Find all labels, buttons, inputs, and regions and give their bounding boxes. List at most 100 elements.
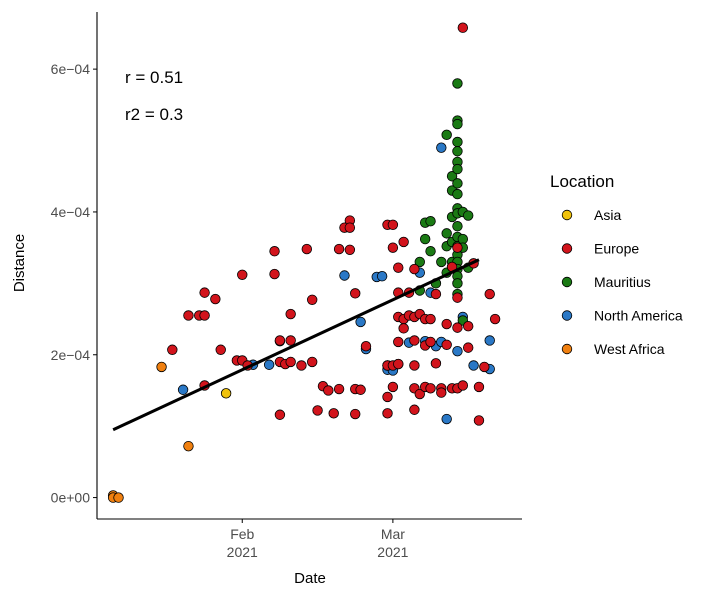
data-point [414, 256, 425, 268]
y-tick-label: 0e+00 [51, 490, 91, 506]
data-point [306, 356, 318, 368]
data-point [425, 246, 436, 257]
data-point [441, 318, 452, 330]
data-point [382, 408, 393, 419]
data-point [452, 163, 463, 175]
data-point [452, 118, 463, 130]
series-asia [220, 388, 232, 399]
legend-key [561, 276, 573, 288]
data-point [452, 345, 463, 357]
data-point [473, 415, 485, 426]
trend-line [112, 258, 480, 432]
axes-layer [96, 12, 522, 520]
data-point [387, 219, 399, 230]
data-point [452, 146, 463, 157]
annotation-r2: r2 = 0.3 [125, 105, 183, 124]
data-point [452, 242, 463, 253]
data-point [393, 262, 404, 273]
data-point [306, 294, 318, 305]
data-point [425, 336, 436, 348]
data-point [274, 335, 286, 346]
y-axis-title: Distance [11, 234, 28, 292]
legend-label: Europe [594, 241, 639, 257]
data-point [350, 408, 361, 420]
data-point [409, 335, 420, 346]
data-point [457, 233, 469, 245]
data-point [360, 340, 372, 352]
data-point [355, 316, 366, 328]
data-point [436, 256, 447, 268]
data-point [183, 440, 194, 452]
points-layer [107, 22, 501, 503]
data-point [177, 384, 189, 395]
data-point [473, 381, 485, 393]
data-point [441, 413, 452, 425]
data-point [387, 381, 399, 393]
data-point [419, 233, 431, 245]
data-point [398, 236, 409, 248]
data-point [484, 335, 495, 346]
data-point [312, 405, 323, 416]
data-point [452, 136, 463, 148]
data-point [263, 359, 275, 370]
data-point [409, 404, 420, 415]
x-axis-title: Date [294, 570, 326, 587]
x-tick-label: Feb [230, 526, 254, 542]
data-point [430, 288, 442, 300]
data-point [398, 323, 409, 334]
data-point [479, 361, 490, 373]
data-point [333, 383, 345, 395]
series-europe [167, 22, 501, 426]
data-point [113, 492, 124, 503]
data-point [489, 313, 501, 325]
legend: Location Asia Europe Mauritius North Americ… [550, 172, 683, 357]
data-point [441, 339, 452, 350]
data-point [301, 243, 313, 255]
legend-label: Asia [594, 207, 621, 223]
series-west-africa [107, 361, 194, 503]
legend-key [561, 343, 573, 355]
data-point [452, 292, 463, 303]
data-point [484, 288, 495, 300]
data-point [393, 336, 404, 348]
data-point [237, 269, 248, 280]
data-point [441, 129, 452, 141]
data-point [274, 409, 286, 420]
y-tick-label: 6e−04 [51, 61, 91, 77]
legend-label: Mauritius [594, 274, 651, 290]
data-point [167, 344, 178, 355]
data-point [220, 388, 232, 399]
ticks-layer: 0e+00 2e−04 4e−04 6e−04 Feb 2021 Mar 2021 [51, 61, 409, 560]
data-point [436, 387, 447, 398]
data-point [393, 358, 404, 370]
annotation-r: r = 0.51 [125, 68, 183, 87]
data-point [215, 344, 226, 355]
data-point [463, 342, 474, 353]
data-point [199, 310, 210, 321]
x-tick-label-year: 2021 [227, 544, 258, 560]
data-point [463, 320, 474, 332]
data-point [457, 380, 469, 391]
data-point [452, 278, 463, 289]
legend-key [561, 209, 573, 221]
data-point [296, 360, 307, 371]
data-point [339, 270, 350, 281]
data-point [452, 221, 463, 232]
data-point [463, 210, 474, 221]
data-point [269, 268, 280, 280]
data-point [323, 385, 334, 396]
legend-label: West Africa [594, 341, 665, 357]
legend-label: North America [594, 308, 683, 324]
data-point [409, 263, 420, 275]
legend-title: Location [550, 172, 614, 191]
data-point [199, 287, 210, 298]
data-point [350, 288, 361, 299]
y-tick-label: 2e−04 [51, 347, 91, 363]
data-point [376, 271, 388, 282]
data-point [382, 391, 393, 403]
legend-key [561, 310, 573, 321]
data-point [328, 408, 339, 419]
data-point [183, 310, 194, 321]
data-point [156, 361, 167, 373]
